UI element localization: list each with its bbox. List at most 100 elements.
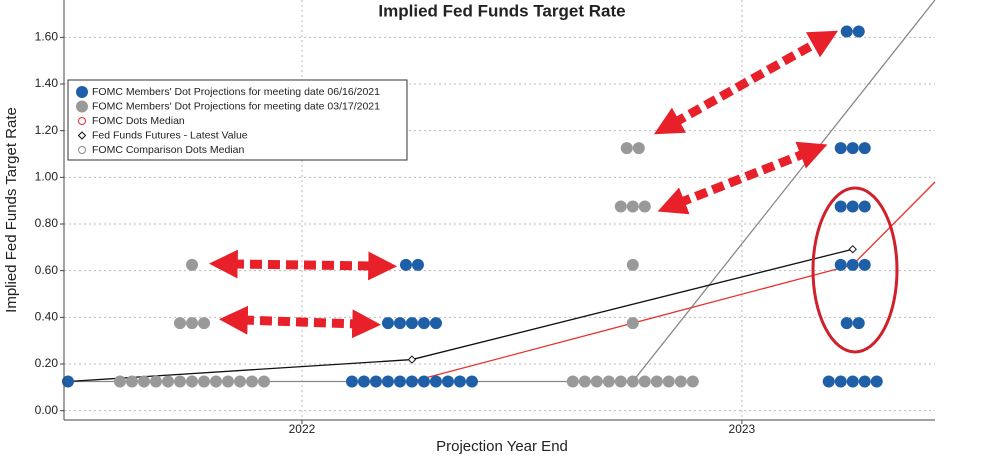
dot: [411, 258, 424, 271]
x-tick-label: 2022: [289, 422, 316, 436]
dot: [246, 375, 259, 388]
legend-box: [67, 79, 408, 161]
legend-label: FOMC Members' Dot Projections for meetin…: [92, 86, 380, 98]
dot: [393, 375, 406, 388]
arrow: [657, 141, 828, 215]
legend-marker: [78, 146, 86, 154]
dot: [210, 375, 223, 388]
dot: [222, 375, 235, 388]
dot: [620, 142, 633, 155]
annotations: [208, 30, 899, 354]
dot: [834, 200, 847, 213]
dot: [626, 200, 639, 213]
y-tick-label: 0.20: [35, 356, 59, 370]
dot: [858, 375, 871, 388]
dot: [417, 317, 430, 330]
dot: [566, 375, 579, 388]
y-tick-label: 0.00: [35, 403, 59, 417]
dot: [590, 375, 603, 388]
dot: [399, 258, 412, 271]
dot: [198, 317, 211, 330]
dot: [441, 375, 454, 388]
dot: [234, 375, 247, 388]
dot: [345, 375, 358, 388]
legend-marker: [76, 100, 88, 113]
dot: [381, 375, 394, 388]
dot: [846, 200, 859, 213]
y-tick-label: 1.60: [35, 30, 59, 44]
dot: [834, 258, 847, 271]
dot: [632, 142, 645, 155]
y-axis-label: Implied Fed Funds Target Rate: [3, 107, 20, 313]
legend: FOMC Members' Dot Projections for meetin…: [67, 79, 408, 161]
legend-label: Fed Funds Futures - Latest Value: [92, 129, 248, 141]
dot: [429, 317, 442, 330]
dot: [186, 375, 199, 388]
dot: [198, 375, 211, 388]
legend-label: FOMC Dots Median: [92, 115, 185, 127]
dot: [186, 258, 199, 271]
y-tick-label: 0.60: [35, 263, 59, 277]
dot: [602, 375, 615, 388]
line: [67, 0, 936, 383]
dot: [429, 375, 442, 388]
dot: [858, 142, 871, 155]
dot: [150, 375, 163, 388]
dot: [417, 375, 430, 388]
dot: [162, 375, 175, 388]
dot: [626, 258, 639, 271]
legend-label: FOMC Comparison Dots Median: [92, 144, 244, 156]
dot: [186, 317, 199, 330]
dot: [174, 375, 187, 388]
y-tick-label: 1.00: [35, 170, 59, 184]
dot: [858, 258, 871, 271]
dot: [840, 317, 853, 330]
dot: [674, 375, 687, 388]
highlight-ellipse: [811, 186, 899, 354]
dot: [626, 317, 639, 330]
dot: [852, 317, 865, 330]
arrow: [208, 249, 398, 281]
y-tick-label: 0.40: [35, 310, 59, 324]
dot: [174, 317, 187, 330]
dot: [638, 375, 651, 388]
x-axis-label: Projection Year End: [436, 438, 568, 455]
dot: [650, 375, 663, 388]
line: [411, 181, 936, 383]
dot: [369, 375, 382, 388]
plot-area: [61, 0, 936, 420]
legend-marker: [76, 86, 88, 98]
arrow: [653, 30, 839, 135]
dot: [381, 317, 394, 330]
dot: [846, 142, 859, 155]
arrow: [218, 305, 382, 339]
dot: [405, 375, 418, 388]
line-marker: [407, 355, 417, 364]
dot: [126, 375, 139, 388]
dot: [465, 375, 478, 388]
dot: [138, 375, 151, 388]
dot: [638, 200, 651, 213]
dot: [258, 375, 271, 388]
dot: [393, 317, 406, 330]
dot: [846, 258, 859, 271]
legend-marker: [77, 131, 87, 140]
line-marker: [848, 244, 857, 254]
y-tick-label: 0.80: [35, 216, 59, 230]
y-tick-label: 1.40: [35, 76, 59, 90]
dot: [114, 375, 127, 388]
line: [67, 248, 853, 383]
legend-marker: [78, 117, 86, 125]
y-tick-label: 1.20: [35, 123, 59, 137]
x-tick-label: 2023: [729, 422, 756, 436]
dot: [405, 317, 418, 330]
dot: [357, 375, 370, 388]
dot: [578, 375, 591, 388]
dot: [626, 375, 639, 388]
dot: [870, 375, 883, 388]
dot: [686, 375, 699, 388]
dot: [834, 142, 847, 155]
dot: [858, 200, 871, 213]
dot: [852, 25, 865, 38]
dot: [614, 375, 627, 388]
